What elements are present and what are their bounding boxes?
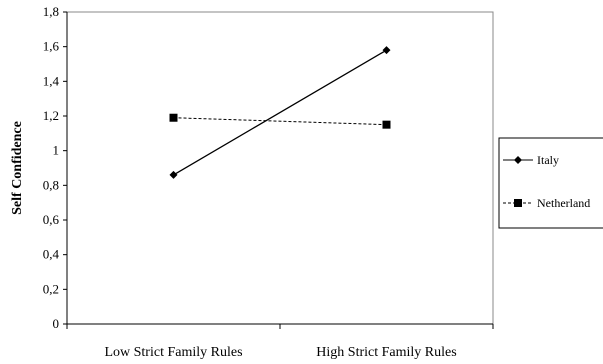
x-category-label: High Strict Family Rules — [316, 345, 456, 360]
y-tick-label: 0,8 — [43, 177, 59, 192]
data-point-italy — [382, 46, 391, 55]
x-category-label: Low Strict Family Rules — [104, 345, 242, 360]
legend-box — [498, 137, 603, 229]
legend-label-italy: Italy — [537, 153, 559, 167]
y-tick-label: 0,2 — [43, 281, 59, 296]
y-tick-label: 0,6 — [43, 212, 60, 227]
x-axis: Low Strict Family Rules High Strict Famil… — [66, 323, 494, 360]
legend-marker-italy — [514, 156, 522, 164]
plot-area — [66, 11, 494, 325]
y-tick-label: 1,2 — [43, 108, 59, 123]
y-tick-label: 1,6 — [43, 39, 60, 54]
y-tick-label: 0,4 — [43, 247, 60, 262]
y-axis: 0 0,2 0,4 0,6 0,8 1 1,2 1,4 1,6 1,8 — [43, 4, 68, 331]
y-tick-label: 1 — [53, 143, 60, 158]
data-point-netherland — [169, 113, 178, 122]
series-layer — [169, 46, 391, 179]
y-tick-label: 1,4 — [43, 73, 60, 88]
legend: Italy Netherland — [498, 137, 603, 229]
series-line-netherland — [173, 117, 387, 126]
series-line-italy — [173, 49, 387, 176]
plot-frame — [66, 11, 494, 325]
y-tick-label: 1,8 — [43, 4, 59, 19]
legend-marker-netherland — [514, 199, 522, 207]
data-point-italy — [169, 170, 178, 179]
y-tick-label: 0 — [53, 316, 60, 331]
data-point-netherland — [382, 120, 391, 129]
y-axis-title: Self Confidence — [10, 121, 25, 215]
legend-label-netherland: Netherland — [537, 196, 590, 210]
